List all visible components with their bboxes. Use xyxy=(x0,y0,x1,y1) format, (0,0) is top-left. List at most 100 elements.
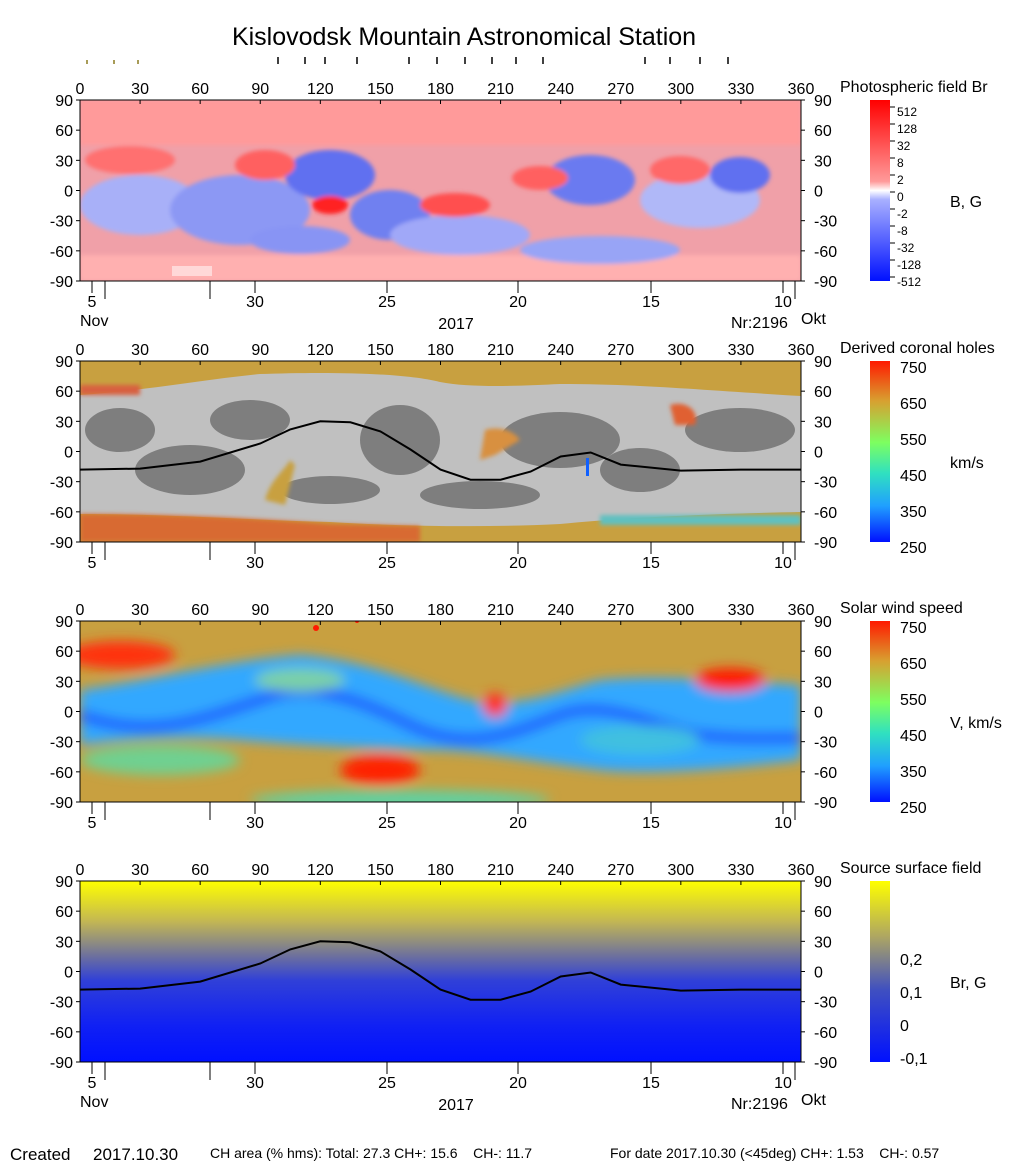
lat-tick-label-left: -90 xyxy=(50,795,73,812)
lon-tick-label: 360 xyxy=(788,602,815,619)
photospheric-field-map xyxy=(80,100,801,281)
colorbar-scale-label: -128 xyxy=(897,258,921,272)
date-tick-label: 10 xyxy=(774,555,792,572)
lon-tick-label: 240 xyxy=(547,602,574,619)
lon-tick-label: 120 xyxy=(307,862,334,879)
lat-tick-label-right: 0 xyxy=(814,705,823,722)
colorbar-scale-label: -8 xyxy=(897,224,908,238)
colorbar-scale-label: 0 xyxy=(900,1018,909,1035)
lat-tick-label-left: -90 xyxy=(50,274,73,291)
lat-tick-label-right: -90 xyxy=(814,535,837,552)
colorbar-scale-label: 750 xyxy=(900,620,927,637)
lon-tick-label: 360 xyxy=(788,342,815,359)
lat-tick-label-left: 30 xyxy=(55,674,73,691)
coronal-holes-colorbar xyxy=(870,361,890,542)
date-tick-label: 5 xyxy=(88,815,97,832)
colorbar-scale-label: 128 xyxy=(897,122,917,136)
lon-tick-label: 330 xyxy=(728,81,755,98)
date-tick-label: 20 xyxy=(509,1075,527,1092)
date-tick-label: 5 xyxy=(88,555,97,572)
date-tick-label: 10 xyxy=(774,1075,792,1092)
lat-tick-label-left: -60 xyxy=(50,765,73,782)
colorbar-title: Photospheric field Br xyxy=(840,79,988,96)
source-surface-field-map xyxy=(80,881,801,1062)
lat-tick-label-right: -60 xyxy=(814,1025,837,1042)
lon-tick-label: 60 xyxy=(191,602,209,619)
lon-tick-label: 240 xyxy=(547,342,574,359)
lon-tick-label: 360 xyxy=(788,862,815,879)
date-tick-label: 20 xyxy=(509,555,527,572)
lon-tick-label: 330 xyxy=(728,862,755,879)
lat-tick-label-left: -90 xyxy=(50,535,73,552)
colorbar-scale-label: 550 xyxy=(900,432,927,449)
lat-tick-label-left: 60 xyxy=(55,644,73,661)
lat-tick-label-left: -30 xyxy=(50,735,73,752)
lat-tick-label-left: -30 xyxy=(50,214,73,231)
rotation-label: Nr:2196 xyxy=(731,1096,788,1113)
lon-tick-label: 30 xyxy=(131,862,149,879)
lat-tick-label-right: 30 xyxy=(814,153,832,170)
lat-tick-label-left: 60 xyxy=(55,904,73,921)
photospheric-colorbar xyxy=(870,100,890,281)
colorbar-scale-label: 512 xyxy=(897,105,917,119)
lat-tick-label-right: -90 xyxy=(814,274,837,291)
colorbar-scale-label: -2 xyxy=(897,207,908,221)
colorbar-scale-label: 750 xyxy=(900,360,927,377)
date-tick-label: 20 xyxy=(509,815,527,832)
lon-tick-label: 270 xyxy=(607,342,634,359)
colorbar-scale-label: -32 xyxy=(897,241,915,255)
colorbar-scale-label: 250 xyxy=(900,540,927,557)
lat-tick-label-right: 30 xyxy=(814,674,832,691)
date-tick-label: 5 xyxy=(88,1075,97,1092)
date-tick-label: 20 xyxy=(509,294,527,311)
lon-tick-label: 180 xyxy=(427,862,454,879)
lon-tick-label: 240 xyxy=(547,862,574,879)
lat-tick-label-left: -60 xyxy=(50,505,73,522)
colorbar-scale-label: -512 xyxy=(897,275,921,289)
lon-tick-label: 150 xyxy=(367,862,394,879)
lat-tick-label-right: 60 xyxy=(814,123,832,140)
lat-tick-label-right: 0 xyxy=(814,965,823,982)
lon-tick-label: 90 xyxy=(251,342,269,359)
lon-tick-label: 0 xyxy=(76,862,85,879)
lat-tick-label-left: -60 xyxy=(50,1025,73,1042)
date-tick-label: 30 xyxy=(246,815,264,832)
lon-tick-label: 60 xyxy=(191,862,209,879)
lat-tick-label-right: 90 xyxy=(814,93,832,110)
colorbar-scale-label: 2 xyxy=(897,173,904,187)
date-tick-label: 30 xyxy=(246,294,264,311)
colorbar-scale-label: 650 xyxy=(900,396,927,413)
lat-tick-label-right: 30 xyxy=(814,934,832,951)
lat-tick-label-right: -90 xyxy=(814,795,837,812)
colorbar-unit: V, km/s xyxy=(950,715,1002,732)
date-tick-label: 25 xyxy=(378,815,396,832)
colorbar-scale-label: 450 xyxy=(900,468,927,485)
month-left-label: Nov xyxy=(80,313,108,330)
lon-tick-label: 270 xyxy=(607,81,634,98)
lat-tick-label-left: 60 xyxy=(55,123,73,140)
lat-tick-label-right: -30 xyxy=(814,214,837,231)
colorbar-scale-label: 450 xyxy=(900,728,927,745)
lat-tick-label-left: 30 xyxy=(55,934,73,951)
lon-tick-label: 120 xyxy=(307,602,334,619)
lon-tick-label: 210 xyxy=(487,81,514,98)
lat-tick-label-right: 30 xyxy=(814,414,832,431)
colorbar-scale-label: 0,2 xyxy=(900,952,922,969)
colorbar-scale-label: 250 xyxy=(900,800,927,817)
coronal-holes-neutral-line xyxy=(79,420,801,481)
colorbar-title: Source surface field xyxy=(840,860,981,877)
lat-tick-label-right: -30 xyxy=(814,475,837,492)
lat-tick-label-right: -60 xyxy=(814,505,837,522)
date-tick-label: 15 xyxy=(642,555,660,572)
lon-tick-label: 300 xyxy=(667,81,694,98)
lat-tick-label-right: 60 xyxy=(814,644,832,661)
date-tick-label: 15 xyxy=(642,1075,660,1092)
lon-tick-label: 360 xyxy=(788,81,815,98)
date-tick-label: 5 xyxy=(88,294,97,311)
date-tick-label: 25 xyxy=(378,1075,396,1092)
date-tick-label: 25 xyxy=(378,294,396,311)
rotation-label: Nr:2196 xyxy=(731,315,788,332)
source-surface-neutral-line xyxy=(79,940,801,1001)
lat-tick-label-right: 90 xyxy=(814,614,832,631)
